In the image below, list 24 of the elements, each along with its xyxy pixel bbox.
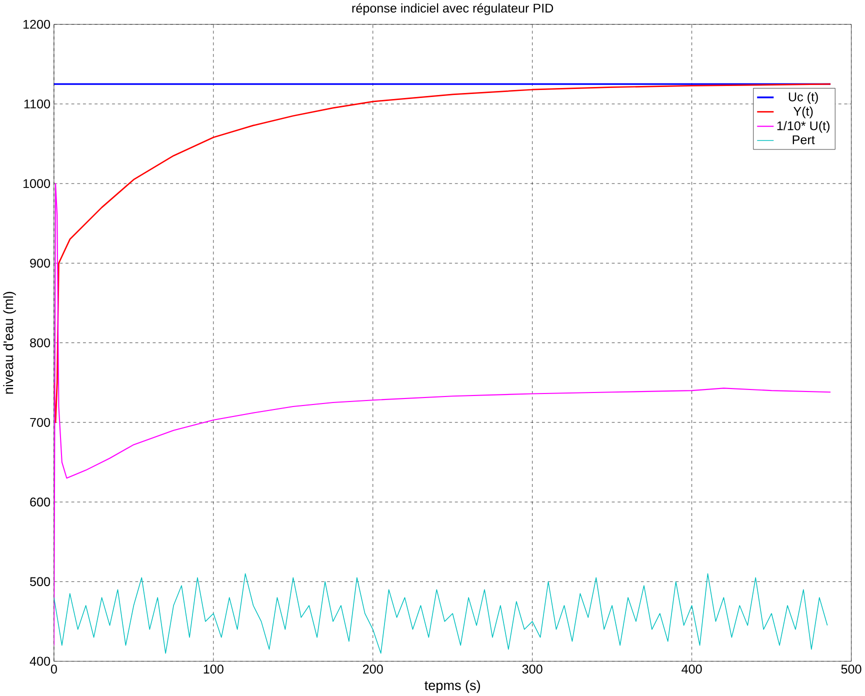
chart-title: réponse indiciel avec régulateur PID: [352, 3, 554, 16]
y-tick-label: 1100: [24, 99, 50, 108]
y-tick-label: 600: [30, 498, 50, 506]
legend-label: Uc (t): [788, 92, 818, 104]
x-tick-label: 100: [204, 664, 224, 674]
x-tick-label: 300: [522, 664, 542, 674]
x-axis-title: tepms (s): [424, 680, 480, 693]
x-tick-label: 200: [363, 664, 383, 674]
line-series: [54, 573, 828, 654]
x-tick-label: 400: [682, 664, 702, 674]
legend-label: Pert: [792, 135, 815, 144]
y-tick-label: 700: [30, 418, 50, 427]
legend-label: 1/10* U(t): [777, 120, 830, 133]
y-tick-label: 500: [30, 577, 50, 586]
y-axis-title: niveau d'eau (ml): [3, 292, 16, 394]
y-tick-label: 900: [30, 258, 50, 268]
y-tick-label: 1000: [23, 179, 50, 188]
legend-label: Y(t): [793, 106, 813, 118]
x-tick-label: 0: [50, 664, 57, 674]
y-tick-label: 400: [30, 656, 50, 666]
x-tick-label: 500: [841, 664, 862, 674]
y-tick-label: 1200: [23, 20, 50, 29]
y-tick-label: 800: [30, 338, 50, 348]
line-series: [54, 182, 832, 646]
